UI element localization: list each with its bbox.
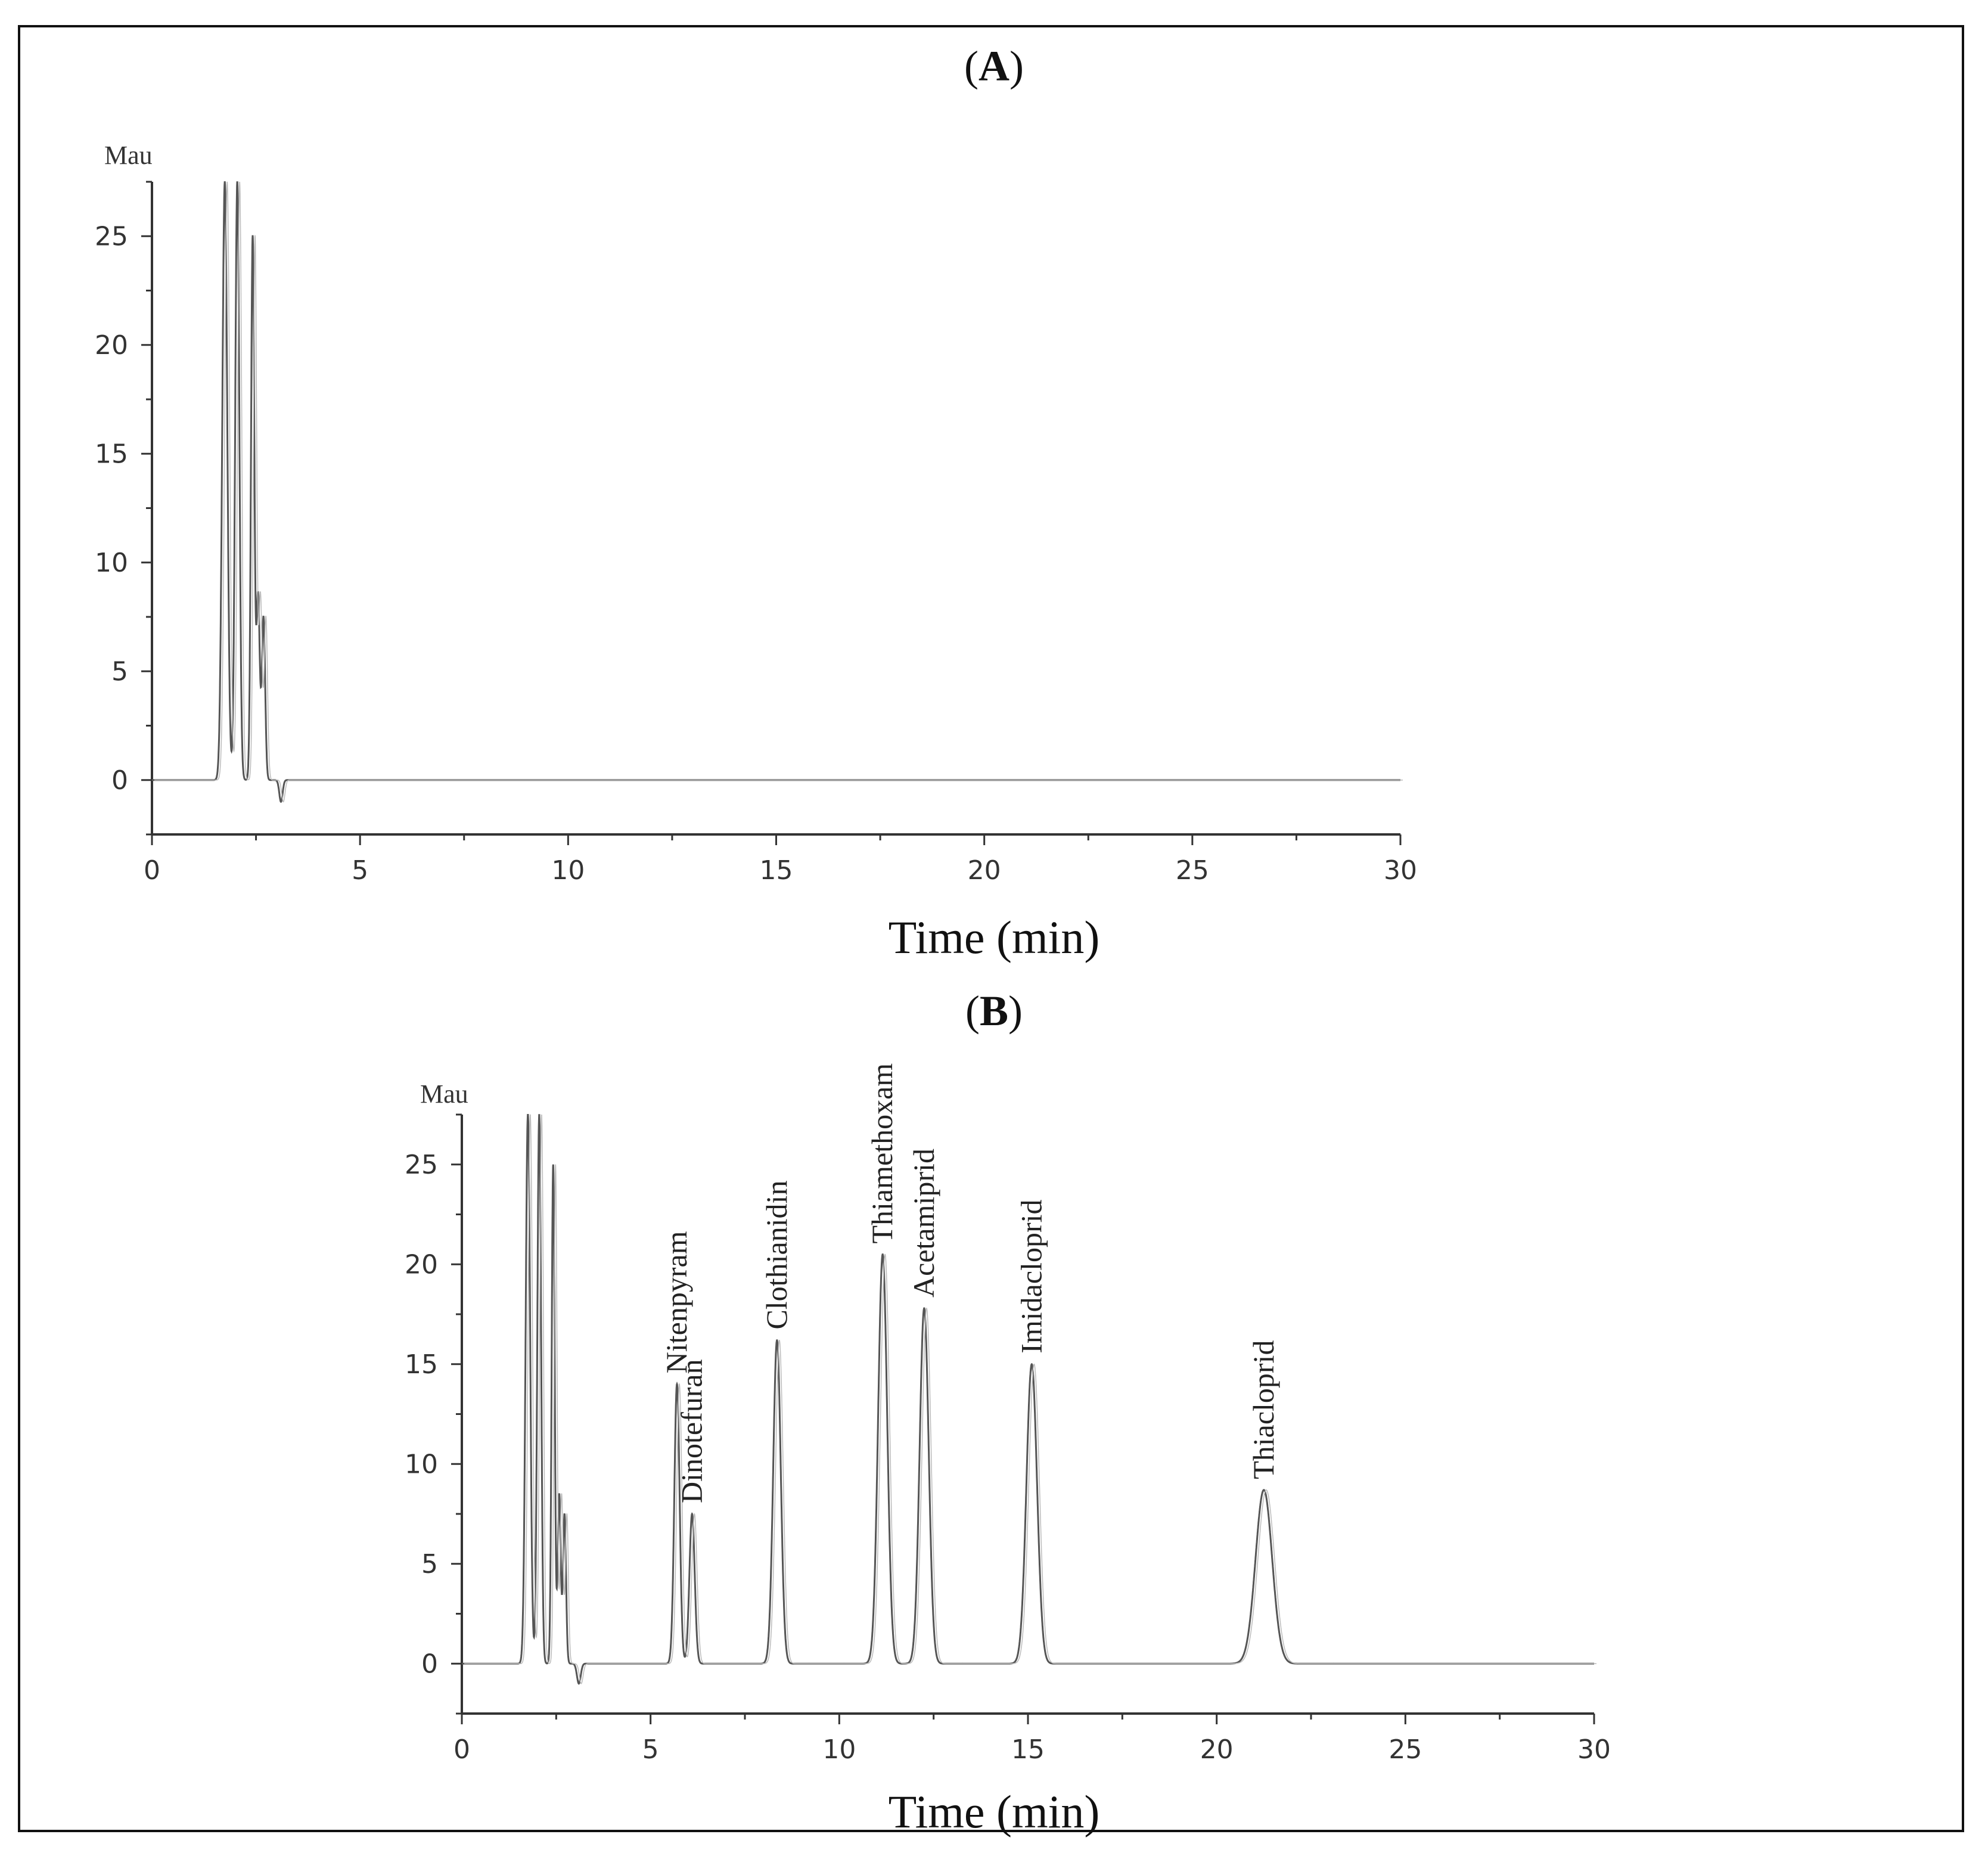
figure-frame xyxy=(18,25,1964,1832)
panel-label-a: (A) xyxy=(964,42,1024,90)
x-axis-label-b: Time (min) xyxy=(888,1786,1100,1838)
y-tick-label-b: 15 xyxy=(405,1349,438,1380)
y-tick-label-a: 10 xyxy=(95,548,128,578)
x-tick-label-a: 30 xyxy=(1384,855,1417,886)
x-tick-label-a: 5 xyxy=(352,855,368,886)
panel-label-b: (B) xyxy=(965,987,1023,1035)
x-tick-label-a: 10 xyxy=(551,855,585,886)
peak-label-thiamethoxam: Thiamethoxam xyxy=(865,1063,899,1244)
chromatogram-trace-shadow-a xyxy=(154,181,1403,803)
x-tick-label-a: 20 xyxy=(968,855,1001,886)
x-tick-label-b: 30 xyxy=(1577,1734,1611,1765)
peak-label-clothianidin: Clothianidin xyxy=(760,1181,793,1330)
x-tick-label-a: 25 xyxy=(1176,855,1209,886)
x-tick-label-a: 15 xyxy=(760,855,793,886)
chromatogram-trace-shadow-b xyxy=(464,1114,1596,1684)
chromatogram-trace-a xyxy=(152,181,1400,803)
x-tick-label-b: 25 xyxy=(1389,1734,1422,1765)
y-tick-label-b: 25 xyxy=(405,1150,438,1180)
y-tick-label-a: 0 xyxy=(111,765,128,796)
x-tick-label-b: 0 xyxy=(453,1734,470,1765)
y-tick-label-a: 25 xyxy=(95,221,128,252)
x-tick-label-b: 5 xyxy=(642,1734,659,1765)
x-tick-label-b: 15 xyxy=(1011,1734,1045,1765)
y-unit-label-b: Mau xyxy=(420,1079,468,1109)
peak-label-thiacloprid: Thiacloprid xyxy=(1247,1340,1280,1479)
peak-label-nitenpyram: Nitenpyram xyxy=(660,1231,693,1373)
x-tick-label-b: 10 xyxy=(822,1734,856,1765)
y-tick-label-b: 0 xyxy=(421,1649,438,1679)
y-tick-label-b: 20 xyxy=(405,1249,438,1280)
peak-label-acetamiprid: Acetamiprid xyxy=(907,1149,940,1298)
y-tick-label-a: 15 xyxy=(95,439,128,469)
x-tick-label-b: 20 xyxy=(1200,1734,1234,1765)
y-tick-label-b: 10 xyxy=(405,1449,438,1479)
x-tick-label-a: 0 xyxy=(144,855,160,886)
peak-label-dinotefuran: Dinotefuran xyxy=(675,1359,708,1503)
x-axis-label-a: Time (min) xyxy=(888,911,1100,963)
peak-label-imidacloprid: Imidacloprid xyxy=(1014,1199,1048,1353)
y-tick-label-b: 5 xyxy=(421,1549,438,1579)
y-unit-label-a: Mau xyxy=(104,141,153,170)
y-tick-label-a: 5 xyxy=(111,656,128,687)
y-tick-label-a: 20 xyxy=(95,330,128,361)
